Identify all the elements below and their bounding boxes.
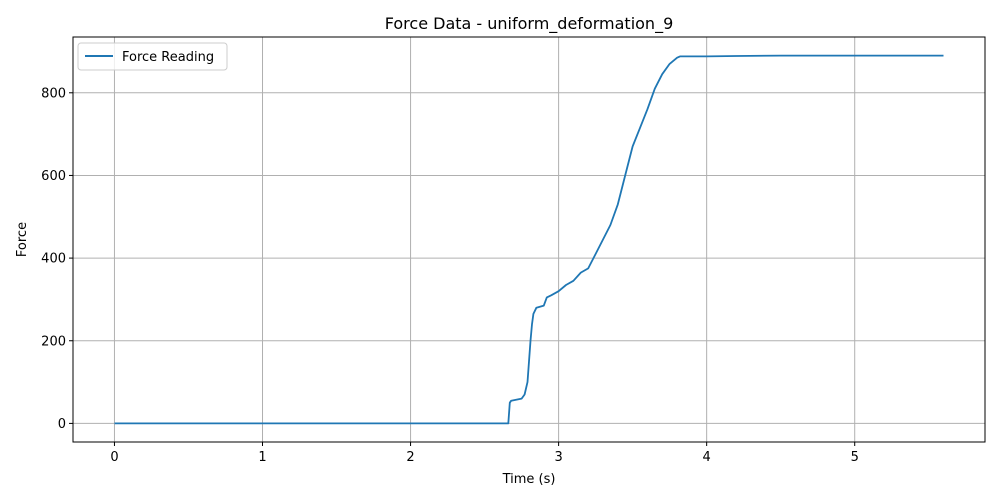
x-tick-label: 1 — [258, 450, 266, 465]
y-axis-label: Force — [15, 222, 30, 257]
y-tick-label: 600 — [41, 169, 66, 184]
grid — [73, 37, 985, 442]
y-tick-label: 200 — [41, 334, 66, 349]
chart-title: Force Data - uniform_deformation_9 — [385, 14, 674, 34]
series-line-force-reading — [114, 54, 944, 425]
y-tick-label: 800 — [41, 86, 66, 101]
x-tick-label: 4 — [703, 450, 711, 465]
x-tick-label: 0 — [110, 450, 118, 465]
x-axis-label: Time (s) — [502, 472, 556, 487]
y-tick-label: 0 — [58, 417, 66, 432]
ticks: 0 1 2 3 4 5 0 200 400 600 800 — [41, 86, 859, 465]
legend: Force Reading — [77, 42, 228, 71]
legend-box — [77, 42, 228, 71]
plot-frame — [72, 36, 986, 443]
x-tick-label: 3 — [554, 450, 562, 465]
legend-entry-force-reading: Force Reading — [122, 50, 214, 65]
y-tick-label: 400 — [41, 252, 66, 267]
x-tick-label: 2 — [406, 450, 414, 465]
x-tick-label: 5 — [851, 450, 859, 465]
series-layer — [114, 54, 944, 425]
